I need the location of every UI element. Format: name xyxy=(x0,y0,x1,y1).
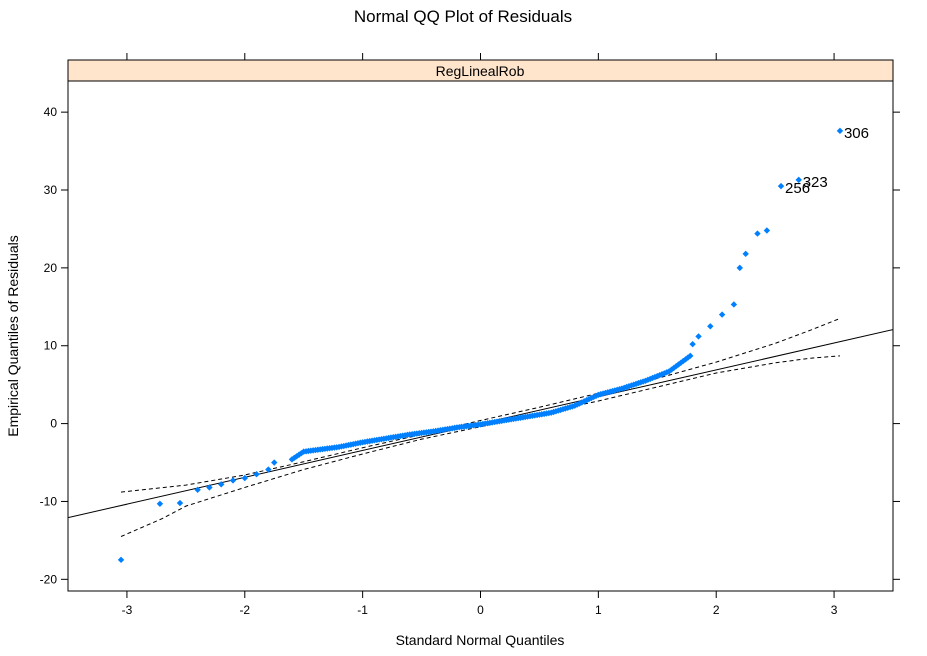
data-point xyxy=(763,227,771,234)
y-tick-label: 0 xyxy=(50,417,57,431)
data-point xyxy=(654,372,661,380)
y-tick-label: 10 xyxy=(44,339,58,353)
data-point xyxy=(736,264,743,272)
data-point xyxy=(836,127,844,135)
point-label: 256 xyxy=(785,180,810,197)
x-tick-label: -3 xyxy=(122,603,133,617)
x-tick-label: -1 xyxy=(357,603,368,617)
data-point xyxy=(218,481,225,488)
y-tick-label: -20 xyxy=(40,572,58,586)
data-point xyxy=(670,364,677,372)
data-point xyxy=(176,499,184,507)
envelope-lower xyxy=(120,355,841,537)
data-point xyxy=(687,352,694,360)
x-tick-label: 2 xyxy=(713,603,720,617)
data-point xyxy=(271,459,278,466)
y-tick-label: 40 xyxy=(44,105,58,119)
data-point xyxy=(680,357,687,365)
data-point xyxy=(117,556,125,564)
data-point xyxy=(742,250,749,258)
x-axis-title: Standard Normal Quantiles xyxy=(396,632,565,648)
point-label: 306 xyxy=(844,125,869,142)
data-point xyxy=(707,323,714,330)
data-point xyxy=(677,359,685,366)
y-axis-title: Empirical Quantiles of Residuals xyxy=(5,235,21,437)
data-point xyxy=(206,484,213,491)
data-point xyxy=(229,477,237,484)
x-tick-label: 0 xyxy=(477,603,484,617)
data-point xyxy=(795,176,802,184)
envelope-upper xyxy=(120,318,841,493)
data-point xyxy=(588,394,595,402)
data-point xyxy=(661,370,668,377)
data-point xyxy=(689,340,696,348)
chart-title: Normal QQ Plot of Residuals xyxy=(354,7,572,26)
data-point xyxy=(581,398,588,405)
data-point xyxy=(194,486,201,493)
data-point xyxy=(647,375,654,383)
plot-panel xyxy=(67,80,894,592)
data-point xyxy=(777,182,785,190)
data-point xyxy=(730,301,738,308)
point-label: 323 xyxy=(803,174,828,191)
data-point xyxy=(718,311,726,318)
data-point xyxy=(265,466,272,473)
x-tick-label: -2 xyxy=(239,603,250,617)
data-point xyxy=(253,471,260,478)
x-tick-label: 1 xyxy=(595,603,602,617)
data-point xyxy=(571,402,578,409)
data-point xyxy=(156,500,164,507)
y-tick-label: -10 xyxy=(40,494,58,508)
data-point xyxy=(663,369,670,376)
data-point xyxy=(695,333,702,340)
y-tick-label: 20 xyxy=(44,261,58,275)
data-point xyxy=(241,474,248,482)
x-tick-label: 3 xyxy=(831,603,838,617)
panel-strip-label: RegLinealRob xyxy=(436,63,525,79)
y-tick-label: 30 xyxy=(44,183,58,197)
data-point xyxy=(754,230,761,237)
data-point xyxy=(644,376,652,384)
data-point xyxy=(578,399,586,406)
